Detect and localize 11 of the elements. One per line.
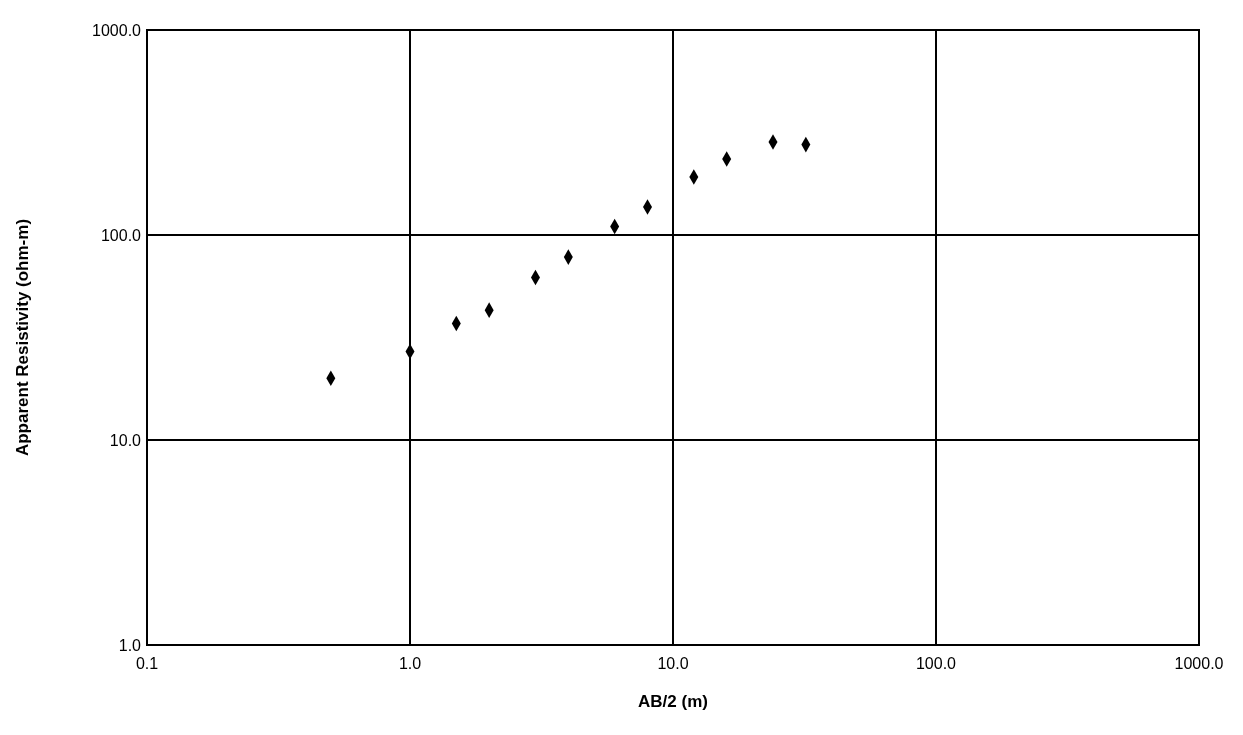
y-tick-label: 10.0 [109, 431, 142, 449]
x-tick-label: 100.0 [915, 655, 957, 672]
x-tick-label: 10.0 [657, 655, 689, 672]
y-tick-label: 100.0 [100, 226, 142, 244]
y-tick-label: 1.0 [118, 636, 142, 654]
x-axis-title: AB/2 (m) [638, 692, 708, 711]
x-tick-label: 1.0 [398, 655, 422, 672]
y-axis-title: Apparent Resistivity (ohm-m) [13, 218, 32, 457]
x-tick-label: 0.1 [135, 655, 159, 672]
x-tick-label: 1000.0 [1174, 655, 1224, 672]
y-tick-label: 1000.0 [92, 21, 142, 39]
